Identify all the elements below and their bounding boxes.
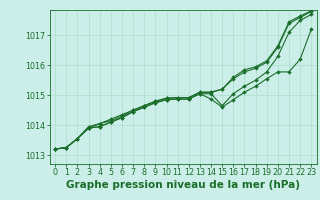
X-axis label: Graphe pression niveau de la mer (hPa): Graphe pression niveau de la mer (hPa) — [66, 180, 300, 190]
